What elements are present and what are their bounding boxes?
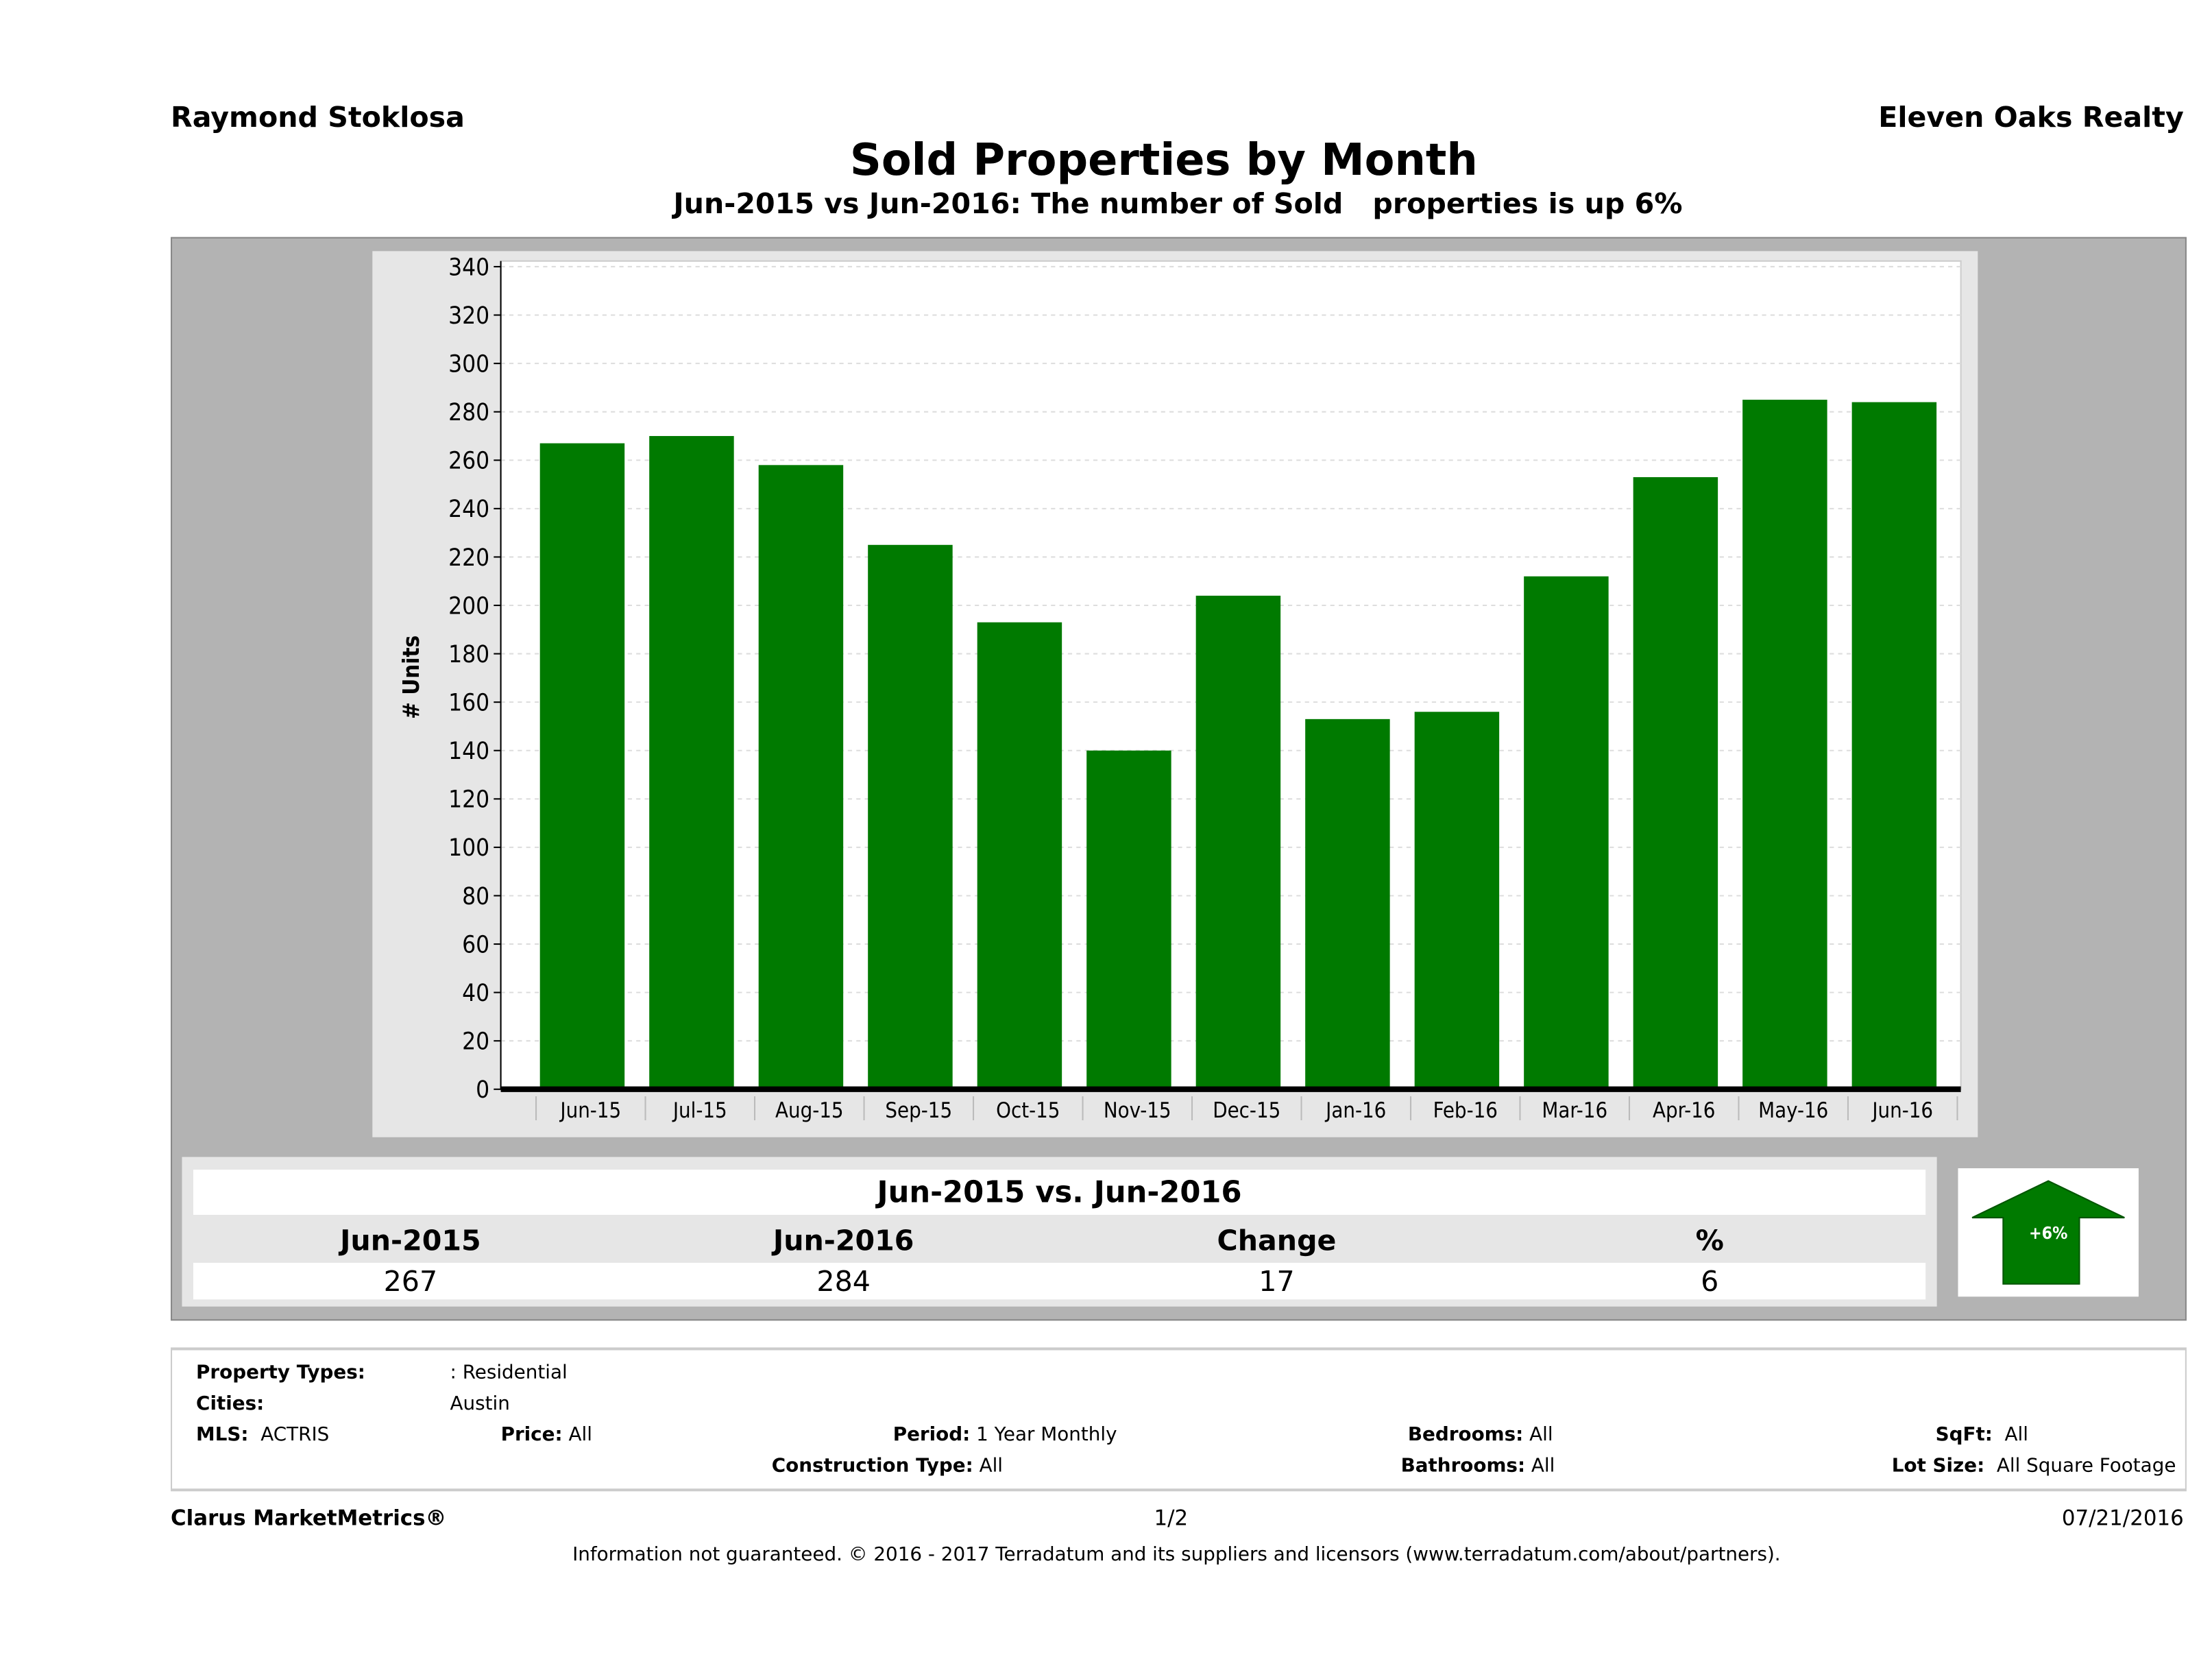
value-change: 17	[1259, 1264, 1295, 1298]
disclaimer: Information not guaranteed. © 2016 - 201…	[572, 1543, 1781, 1567]
cities-value: Austin	[450, 1392, 510, 1416]
y-tick-label: 280	[448, 399, 489, 426]
construction-label: Construction Type:	[771, 1454, 973, 1477]
value-jun-2015: 267	[383, 1264, 438, 1298]
y-tick-label: 0	[476, 1076, 489, 1104]
price-value: All	[568, 1423, 592, 1447]
x-tick-label: Jul-15	[672, 1098, 727, 1123]
bathrooms-value: All	[1531, 1454, 1555, 1477]
y-tick-label: 180	[448, 641, 489, 668]
header-percent: %	[1695, 1223, 1724, 1257]
bedrooms-label: Bedrooms:	[1407, 1423, 1524, 1447]
mls-label: MLS:	[196, 1423, 249, 1447]
price-label: Price:	[500, 1423, 563, 1447]
bar-Mar-16	[1524, 576, 1609, 1089]
x-tick-label: May-16	[1758, 1098, 1828, 1123]
y-tick-label: 200	[448, 592, 489, 620]
y-tick-label: 260	[448, 448, 489, 475]
y-tick-label: 120	[448, 786, 489, 814]
y-tick-label: 220	[448, 544, 489, 572]
mls-value: ACTRIS	[260, 1423, 330, 1447]
construction-value: All	[979, 1454, 1004, 1477]
y-tick-label: 340	[448, 254, 489, 281]
property-types-label: Property Types:	[196, 1361, 365, 1384]
chart-subtitle: Jun-2015 vs Jun-2016: The number of Sold…	[673, 186, 1683, 221]
sqft-label: SqFt:	[1935, 1423, 1993, 1447]
footer-brand: Clarus MarketMetrics®	[171, 1505, 447, 1531]
agent-name: Raymond Stoklosa	[171, 100, 465, 134]
lot-size-label: Lot Size:	[1891, 1454, 1985, 1477]
y-tick-label: 320	[448, 302, 489, 330]
y-tick-label: 160	[448, 690, 489, 717]
period-value: 1 Year Monthly	[976, 1423, 1117, 1447]
bathrooms-label: Bathrooms:	[1400, 1454, 1526, 1477]
summary-value-row: 267 284 17 6	[193, 1262, 1926, 1300]
y-tick-label: 80	[462, 883, 489, 910]
y-tick-label: 20	[462, 1028, 489, 1056]
y-tick-label: 60	[462, 931, 489, 958]
bar-Jul-15	[649, 435, 734, 1089]
page-number: 1/2	[1154, 1505, 1189, 1531]
criteria-panel: Property Types: : Residential Cities: Au…	[171, 1347, 2187, 1492]
period-label: Period:	[892, 1423, 971, 1447]
y-tick-label: 100	[448, 834, 489, 862]
x-tick-label: Feb-16	[1433, 1098, 1498, 1123]
bar-Oct-15	[977, 622, 1062, 1089]
brokerage-name: Eleven Oaks Realty	[1878, 100, 2184, 134]
x-tick-label: Nov-15	[1104, 1098, 1171, 1123]
bar-Sep-15	[868, 544, 953, 1089]
y-tick-label: 300	[448, 350, 489, 378]
x-tick-label: Dec-15	[1213, 1098, 1280, 1123]
summary-header-row: Jun-2015 Jun-2016 Change %	[193, 1219, 1925, 1261]
lot-size-value: All Square Footage	[1996, 1454, 2176, 1477]
summary-title: Jun-2015 vs. Jun-2016	[193, 1170, 1926, 1215]
badge-text: +6%	[2029, 1223, 2067, 1243]
x-tick-label: Sep-15	[885, 1098, 952, 1123]
report-date: 07/21/2016	[2061, 1505, 2184, 1531]
bar-Aug-15	[758, 465, 844, 1089]
cities-label: Cities:	[196, 1392, 265, 1416]
y-axis-label: # Units	[398, 636, 424, 719]
y-tick-label: 40	[462, 980, 489, 1007]
bar-Feb-16	[1414, 712, 1500, 1089]
x-tick-label: Oct-15	[996, 1098, 1060, 1123]
header-jun-2015: Jun-2015	[340, 1223, 481, 1257]
chart-title: Sold Properties by Month	[849, 135, 1478, 186]
change-badge: +6%	[1958, 1168, 2139, 1297]
up-arrow-icon: +6%	[1971, 1180, 2125, 1285]
bar-Jun-15	[539, 443, 625, 1089]
bedrooms-value: All	[1529, 1423, 1553, 1447]
header-change: Change	[1217, 1223, 1337, 1257]
bar-Jan-16	[1305, 718, 1390, 1089]
sqft-value: All	[2004, 1423, 2029, 1447]
header-jun-2016: Jun-2016	[773, 1223, 914, 1257]
bar-Nov-15	[1086, 750, 1171, 1089]
x-tick-label: Jun-15	[559, 1098, 621, 1123]
value-jun-2016: 284	[816, 1264, 871, 1298]
property-types-value: : Residential	[450, 1361, 568, 1384]
y-tick-label: 240	[448, 496, 489, 523]
bar-Apr-16	[1633, 476, 1718, 1089]
bar-May-16	[1742, 400, 1827, 1089]
x-tick-label: Mar-16	[1542, 1098, 1607, 1123]
x-tick-label: Jan-16	[1324, 1098, 1386, 1123]
bar-Dec-15	[1195, 595, 1281, 1089]
value-percent: 6	[1701, 1264, 1719, 1298]
bar-Jun-16	[1851, 402, 1937, 1089]
x-tick-label: Jun-16	[1871, 1098, 1933, 1123]
x-tick-label: Aug-15	[775, 1098, 844, 1123]
x-tick-label: Apr-16	[1653, 1098, 1715, 1123]
y-tick-label: 140	[448, 738, 489, 765]
